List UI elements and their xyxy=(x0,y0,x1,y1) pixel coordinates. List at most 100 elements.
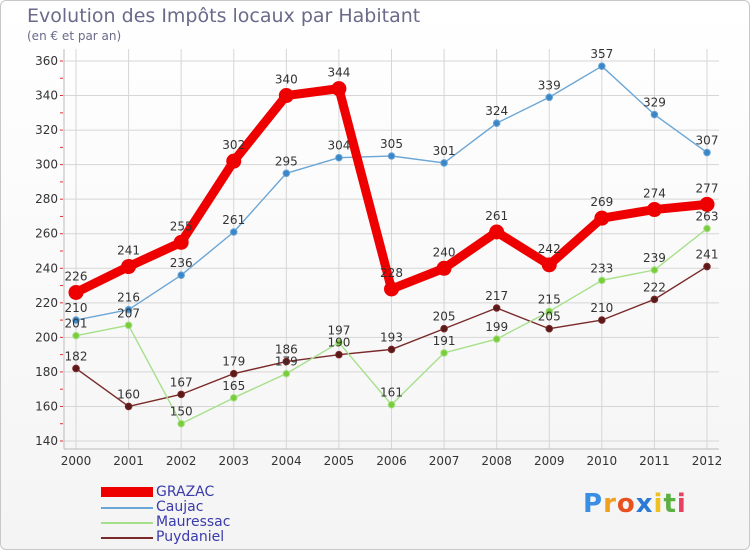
data-label: 179 xyxy=(222,355,245,369)
x-tick-label: 2012 xyxy=(692,454,723,468)
data-label: 217 xyxy=(485,289,508,303)
data-point xyxy=(121,259,137,275)
data-label: 261 xyxy=(485,209,508,223)
logo-letter: r xyxy=(603,489,617,519)
data-label: 242 xyxy=(538,242,561,256)
data-label: 191 xyxy=(433,334,456,348)
data-label: 240 xyxy=(433,245,456,259)
data-labels: 226 241 255 302 340 344 228 240 261 242 269 274 277 2… xyxy=(65,47,719,419)
data-point xyxy=(229,228,238,236)
data-label: 233 xyxy=(590,261,613,275)
data-label: 344 xyxy=(327,66,350,80)
data-label: 304 xyxy=(327,139,350,153)
y-tick-label: 180 xyxy=(35,365,58,379)
y-tick-label: 140 xyxy=(35,434,58,448)
data-label: 210 xyxy=(590,301,613,315)
data-label: 165 xyxy=(222,379,245,393)
data-label: 167 xyxy=(170,375,193,389)
data-point xyxy=(282,357,291,366)
logo-letter: i xyxy=(676,489,687,519)
chart-title: Evolution des Impôts locaux par Habitant xyxy=(27,5,421,27)
y-tick-label: 360 xyxy=(35,54,58,68)
data-label: 329 xyxy=(643,96,666,110)
data-label: 205 xyxy=(538,310,561,324)
data-point xyxy=(703,262,711,271)
data-label: 295 xyxy=(275,154,298,168)
data-label: 190 xyxy=(327,336,350,350)
y-tick-label: 260 xyxy=(35,227,58,241)
data-label: 201 xyxy=(65,317,88,331)
data-label: 236 xyxy=(170,256,193,270)
x-tick-label: 2007 xyxy=(429,454,460,468)
data-point xyxy=(387,345,396,354)
legend-label: Caujac xyxy=(156,499,204,515)
data-label: 255 xyxy=(170,219,193,233)
data-point xyxy=(650,266,659,274)
data-label: 199 xyxy=(485,320,508,334)
y-tick-label: 160 xyxy=(35,399,58,413)
data-label: 222 xyxy=(643,280,666,294)
logo-letter: P xyxy=(583,489,604,519)
data-label: 340 xyxy=(275,73,298,87)
data-point xyxy=(545,324,554,333)
data-label: 357 xyxy=(590,47,613,61)
data-label: 193 xyxy=(380,330,403,344)
legend-swatch xyxy=(101,487,153,497)
data-point xyxy=(335,338,343,347)
proxiti-logo: Proxiti xyxy=(583,489,687,519)
data-point xyxy=(124,402,133,411)
data-point xyxy=(489,224,505,240)
data-point xyxy=(177,271,185,279)
data-point xyxy=(226,153,242,169)
data-label: 307 xyxy=(696,134,719,148)
y-tick-label: 200 xyxy=(35,330,58,344)
logo-letter: o xyxy=(616,489,636,519)
data-label: 226 xyxy=(65,269,88,283)
data-point xyxy=(492,335,501,343)
x-tick-label: 2003 xyxy=(218,454,249,468)
logo-letter: t xyxy=(663,489,677,519)
y-tick-label: 240 xyxy=(35,261,58,275)
x-tick-label: 2011 xyxy=(639,454,670,468)
y-tick-label: 220 xyxy=(35,296,58,310)
data-point xyxy=(646,202,662,218)
data-point xyxy=(650,110,659,119)
data-point xyxy=(229,394,238,402)
y-tick-label: 280 xyxy=(35,192,58,206)
legend-swatch xyxy=(101,507,153,509)
legend-label: Puydaniel xyxy=(156,529,225,545)
data-point xyxy=(545,307,554,316)
data-label: 210 xyxy=(65,301,88,315)
data-label: 179 xyxy=(275,355,298,369)
data-point xyxy=(177,419,185,428)
x-tick-label: 2009 xyxy=(534,454,565,468)
data-point xyxy=(541,257,557,273)
x-tick-label: 2002 xyxy=(166,454,197,468)
data-point xyxy=(72,331,80,340)
data-point xyxy=(699,196,715,212)
logo-letter: x xyxy=(635,489,654,519)
data-label: 339 xyxy=(538,78,561,92)
data-label: 205 xyxy=(433,310,456,324)
data-point xyxy=(598,62,606,70)
data-label: 186 xyxy=(275,343,298,357)
data-point xyxy=(229,369,238,378)
series-group xyxy=(68,62,715,428)
data-label: 207 xyxy=(117,306,140,320)
data-point xyxy=(335,350,343,359)
axes xyxy=(60,49,719,450)
data-point xyxy=(68,284,84,300)
data-label: 263 xyxy=(696,210,719,224)
data-label: 301 xyxy=(433,144,456,158)
data-label: 302 xyxy=(222,138,245,152)
grid xyxy=(64,49,719,449)
data-point xyxy=(331,81,347,97)
data-point xyxy=(384,281,399,297)
data-point xyxy=(598,316,606,324)
data-point xyxy=(124,321,133,330)
data-label: 269 xyxy=(590,195,613,209)
legend-swatch xyxy=(101,522,153,524)
chart-subtitle: (en € et par an) xyxy=(27,29,122,43)
